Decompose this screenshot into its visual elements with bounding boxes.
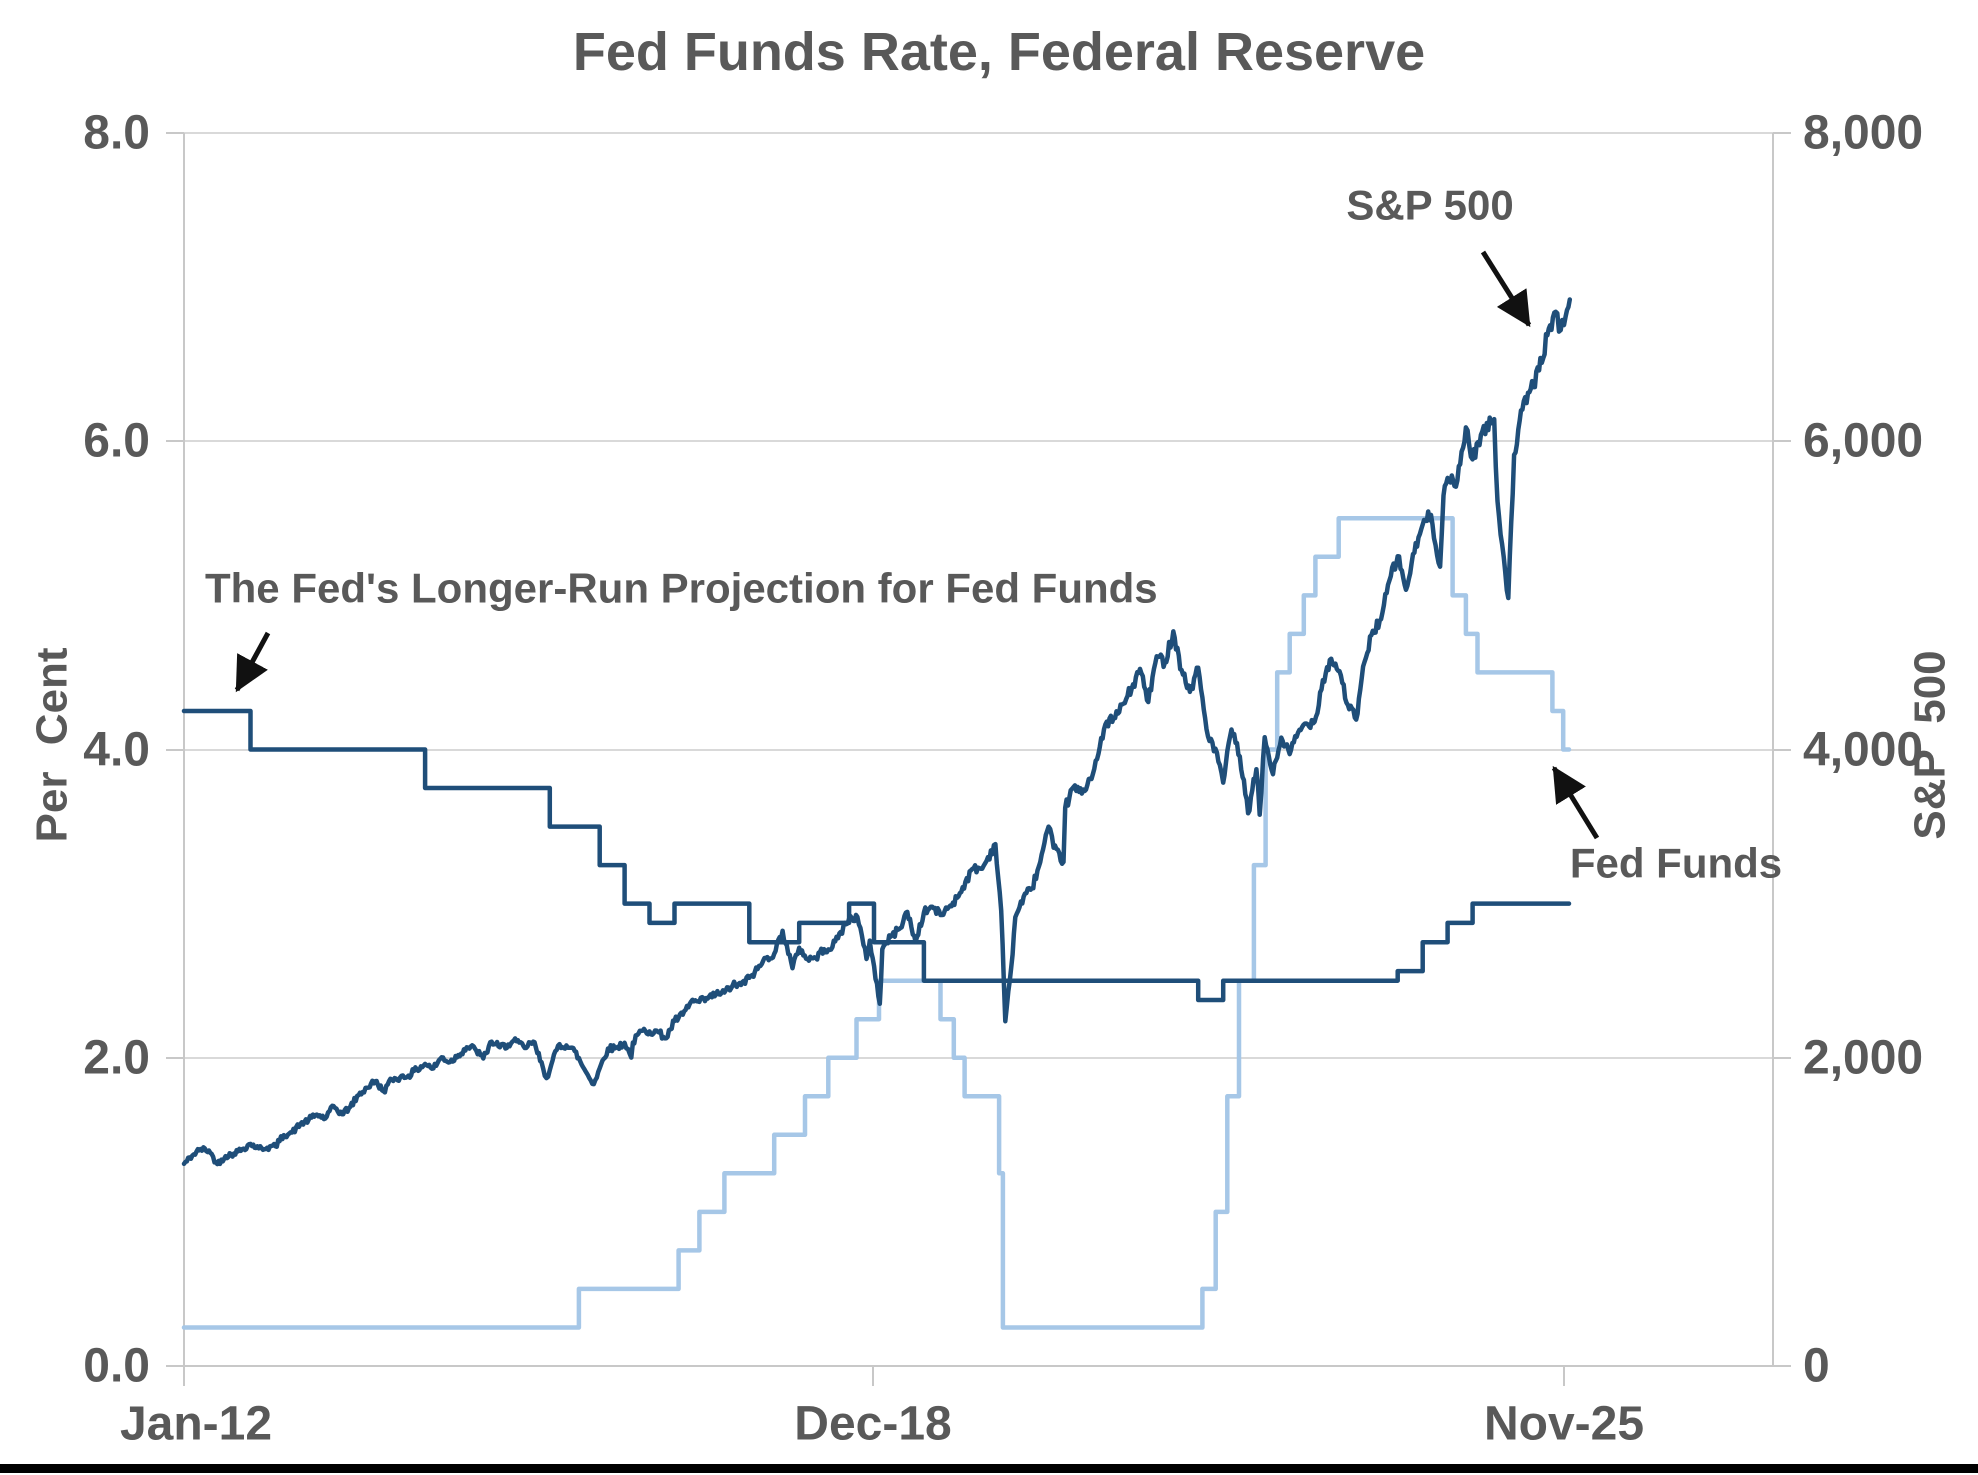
right-axis-label-6000: 6,000	[1803, 415, 1923, 468]
left-axis-label-8: 8.0	[83, 107, 150, 160]
chart-title: Fed Funds Rate, Federal Reserve	[573, 22, 1425, 82]
fed-funds-line	[181, 516, 1572, 1330]
left-axis-title: Per Cent	[28, 647, 77, 842]
right-axis-label-2000: 2,000	[1803, 1032, 1923, 1085]
x-axis-label-dec18: Dec-18	[794, 1398, 951, 1451]
projection-annotation: The Fed's Longer-Run Projection for Fed …	[205, 565, 1158, 612]
sp500-annotation: S&P 500	[1346, 182, 1513, 229]
fed-funds-annotation: Fed Funds	[1570, 840, 1782, 887]
right-axis-title: S&P 500	[1906, 650, 1955, 839]
x-axis-label-jan12: Jan-12	[120, 1398, 272, 1451]
sp500-line	[181, 297, 1573, 1167]
series-layer	[181, 297, 1573, 1330]
sp500-arrow	[1480, 250, 1532, 328]
bottom-border	[0, 1464, 1978, 1473]
left-axis-label-6: 6.0	[83, 415, 150, 468]
projection-line	[181, 708, 1572, 1003]
right-axis-label-0: 0	[1803, 1340, 1830, 1393]
left-axis-label-2: 2.0	[83, 1032, 150, 1085]
left-axis-label-4: 4.0	[83, 724, 150, 777]
left-axis-label-0: 0.0	[83, 1340, 150, 1393]
projection-arrow	[234, 631, 271, 693]
right-axis-label-8000: 8,000	[1803, 107, 1923, 160]
x-axis-label-nov25: Nov-25	[1484, 1398, 1644, 1451]
right-axis-label-4000: 4,000	[1803, 724, 1923, 777]
fed-funds-arrow	[1551, 765, 1600, 840]
